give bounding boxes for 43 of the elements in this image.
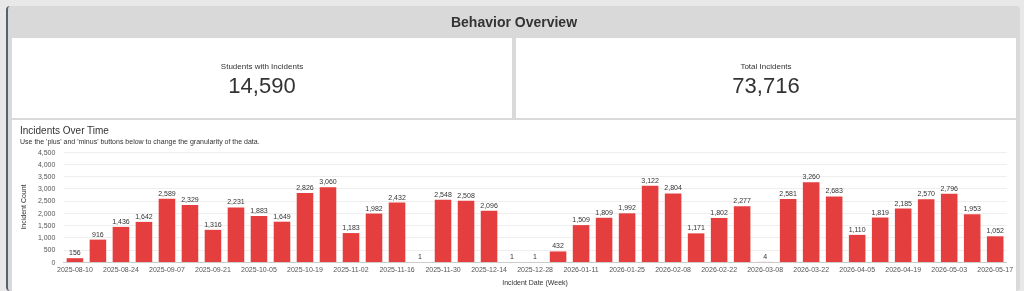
bar [733, 206, 751, 262]
bar [273, 221, 291, 262]
bar [296, 192, 314, 262]
bar [549, 251, 567, 262]
bar [572, 225, 590, 262]
bar [917, 199, 935, 262]
bar [825, 196, 843, 262]
bar [940, 193, 958, 262]
bar [227, 207, 245, 262]
bar [158, 198, 176, 262]
bar [986, 236, 1004, 262]
bar [687, 233, 705, 262]
bar [89, 239, 107, 262]
bar [66, 258, 84, 262]
bar [894, 208, 912, 262]
bar [135, 221, 153, 262]
bar [963, 214, 981, 262]
bar [342, 233, 360, 262]
bar [802, 182, 820, 262]
bar [779, 198, 797, 262]
bar [204, 229, 222, 262]
text: 73,716 [731, 73, 801, 99]
bar [618, 213, 636, 262]
bar [871, 217, 889, 262]
chart-title: Incidents Over Time [20, 125, 109, 136]
bar [250, 215, 268, 262]
bar [112, 226, 130, 262]
bar [641, 185, 659, 262]
bar [595, 217, 613, 262]
bar [319, 187, 337, 262]
bar [434, 199, 452, 262]
text: 14,590 [227, 73, 297, 99]
bar [480, 210, 498, 262]
bar [365, 213, 383, 262]
text: Total Incidents [739, 62, 793, 71]
text: Behavior Overview [449, 13, 579, 32]
bar [388, 202, 406, 262]
bar [664, 193, 682, 262]
bar [457, 200, 475, 262]
text: Students with Incidents [219, 62, 305, 71]
bar [848, 234, 866, 262]
bar [710, 217, 728, 262]
bar [181, 205, 199, 262]
